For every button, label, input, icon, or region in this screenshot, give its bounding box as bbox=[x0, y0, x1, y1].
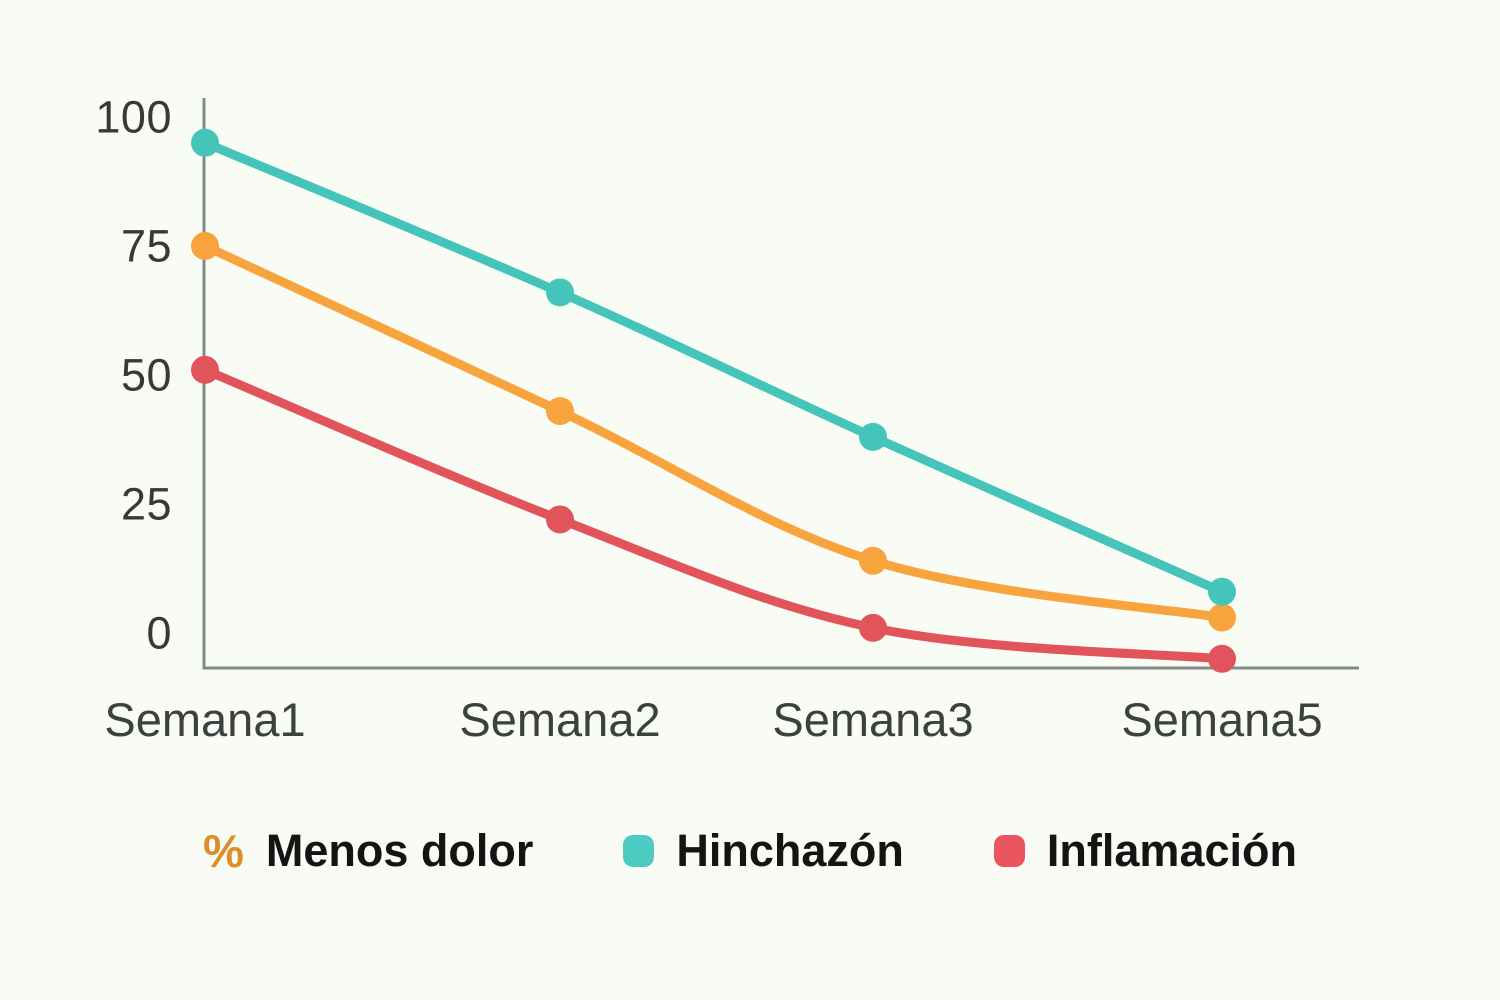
y-tick-label: 100 bbox=[95, 91, 172, 143]
x-category-label: Semana5 bbox=[1121, 693, 1323, 746]
y-tick-label: 25 bbox=[120, 478, 172, 530]
legend-item-label: Inflamación bbox=[1046, 825, 1297, 876]
legend-item-label: Menos dolor bbox=[265, 825, 534, 876]
percent-sign-icon: % bbox=[203, 825, 244, 877]
legend-item-menos-dolor: % Menos dolor bbox=[203, 825, 533, 877]
legend-item-label: Hinchazón bbox=[676, 825, 904, 876]
legend-swatch-icon bbox=[993, 835, 1025, 867]
x-category-label: Semana3 bbox=[772, 693, 974, 746]
legend-item-hinchazon: Hinchazón bbox=[623, 825, 904, 877]
x-category-label: Semana1 bbox=[104, 693, 306, 746]
x-category-label: Semana2 bbox=[459, 693, 661, 746]
legend: % Menos dolor Hinchazón Inflamación bbox=[0, 818, 1500, 884]
y-tick-label: 75 bbox=[120, 220, 172, 272]
y-tick-label: 50 bbox=[120, 349, 172, 401]
y-tick-label: 0 bbox=[146, 607, 172, 659]
legend-swatch-icon bbox=[623, 835, 655, 867]
legend-item-inflamacion: Inflamación bbox=[993, 825, 1297, 877]
